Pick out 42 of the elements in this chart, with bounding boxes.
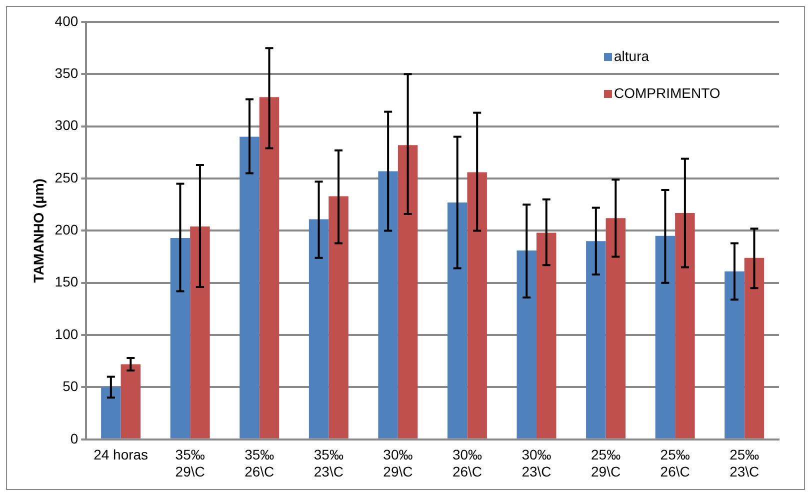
bar xyxy=(724,271,744,438)
bar xyxy=(259,97,280,438)
y-tick-label: 150 xyxy=(54,274,78,290)
bar xyxy=(170,238,190,438)
x-tick-label: 30‰ 26\C xyxy=(452,446,482,480)
x-tick-label: 25‰ 26\C xyxy=(660,446,690,480)
y-tick-label: 400 xyxy=(54,12,78,29)
bar xyxy=(655,236,676,438)
x-tick-label: 35‰ 29\C xyxy=(175,446,205,480)
x-tick-label: 25‰ 29\C xyxy=(591,446,621,480)
y-tick-label: 200 xyxy=(54,222,78,238)
legend-label: COMPRIMENTO xyxy=(614,84,720,101)
legend-label: altura xyxy=(614,48,650,64)
x-tick-label: 24 horas xyxy=(94,446,148,463)
y-tick-label: 50 xyxy=(62,378,78,394)
x-tick-label: 30‰ 23\C xyxy=(522,446,552,480)
x-tick-label: 30‰ 29\C xyxy=(383,446,413,480)
x-tick-label: 35‰ 23\C xyxy=(314,446,344,480)
bar xyxy=(467,172,487,438)
y-tick-label: 300 xyxy=(54,117,78,134)
y-tick-label: 350 xyxy=(54,65,78,82)
bar xyxy=(378,171,398,438)
bar xyxy=(586,241,606,438)
bar xyxy=(398,145,418,438)
bar xyxy=(675,212,695,438)
bar xyxy=(328,196,348,438)
y-tick-label: 250 xyxy=(54,169,78,186)
bar xyxy=(190,226,210,438)
bar xyxy=(308,219,329,438)
bar xyxy=(447,202,468,438)
bar xyxy=(240,136,260,438)
y-tick-label: 0 xyxy=(70,430,78,446)
bar xyxy=(516,250,537,438)
bar xyxy=(101,387,121,438)
bar xyxy=(606,218,626,438)
bar xyxy=(536,232,556,438)
x-tick-label: 35‰ 26\C xyxy=(244,446,274,480)
bar xyxy=(744,258,764,438)
y-tick-label: 100 xyxy=(54,326,78,342)
bar xyxy=(120,364,141,438)
x-tick-label: 25‰ 23\C xyxy=(730,446,760,480)
y-axis-title: TAMANHO (µm) xyxy=(30,178,46,283)
